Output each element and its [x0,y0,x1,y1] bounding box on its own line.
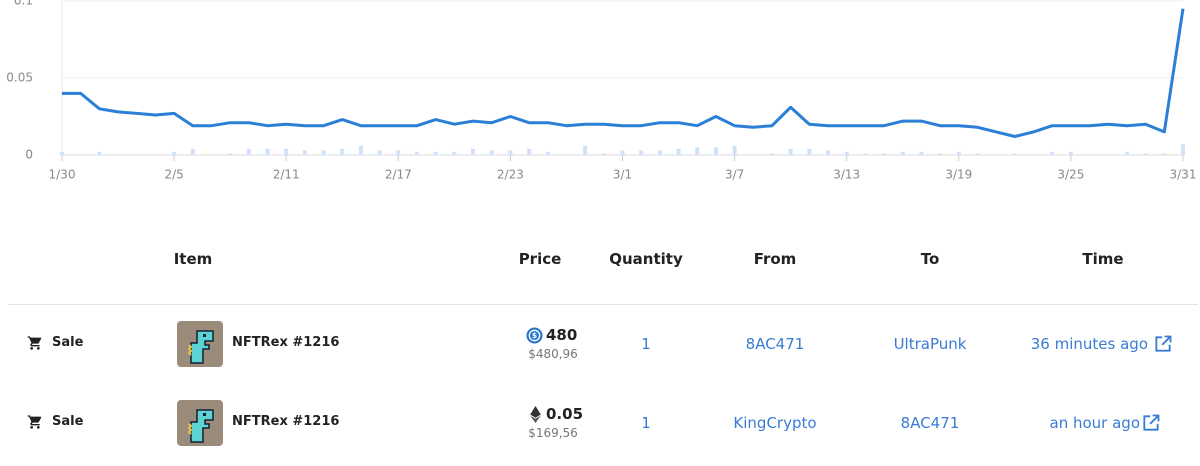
volume-bar [788,148,793,155]
item-name[interactable]: NFTRex #1216 [232,335,340,350]
y-tick-label: 0 [25,148,33,162]
x-tick-label: 2/17 [385,168,412,182]
external-link[interactable] [1153,334,1173,358]
x-tick-label: 2/23 [497,168,524,182]
volume-bar [508,150,513,155]
y-tick-label: 0.05 [6,71,33,85]
to-user[interactable]: 8AC471 [900,414,960,432]
volume-bar [358,145,363,155]
from-user[interactable]: KingCrypto [733,414,817,432]
volume-bar [452,151,457,155]
currency-icon: $ [526,327,543,348]
volume-bar [377,150,382,155]
volume-bar [489,150,494,155]
volume-bar [1124,151,1129,155]
volume-bar [1050,151,1055,155]
volume-bar [246,148,251,155]
external-link[interactable] [1141,413,1161,437]
header-price: Price [518,250,562,268]
header-to: To [920,250,940,268]
volume-bar [97,151,102,155]
x-tick-label: 2/5 [164,168,183,182]
volume-bar [190,148,195,155]
volume-bar [527,148,532,155]
volume-bar [1012,153,1017,155]
price: 0.05 [546,405,584,423]
volume-bar [639,150,644,155]
from-user[interactable]: 8AC471 [745,335,805,353]
header-time: Time [1082,250,1124,268]
item-thumbnail[interactable] [177,400,223,446]
volume-bar [826,150,831,155]
header-item: Item [173,250,213,268]
chart: 0 0.05 0.1 1/30 2/5 2/11 2/17 2/23 3/1 3/7 3/13 3/1… [6,0,1197,182]
x-tick-label: 3/1 [613,168,632,182]
volume-bar [695,147,700,155]
event-type: Sale [52,414,84,429]
volume-bar [713,147,718,155]
x-tick-label: 2/11 [273,168,300,182]
price: 480 [546,326,578,344]
time[interactable]: an hour ago [1049,414,1140,432]
cart-icon [27,335,43,355]
x-tick-label: 1/30 [49,168,76,182]
quantity: 1 [641,335,651,353]
volume-bar [545,151,550,155]
volume-bar [900,151,905,155]
volume-bar [302,150,307,155]
volume-bar [657,150,662,155]
item-name[interactable]: NFTRex #1216 [232,414,340,429]
header-from: From [753,250,797,268]
y-tick-label: 0.1 [14,0,33,8]
volume-bar [807,148,812,155]
currency-icon [530,406,541,427]
svg-text:$: $ [532,331,537,340]
volume-bar [1181,144,1185,155]
volume-bar [265,148,270,155]
x-tick-label: 3/19 [945,168,972,182]
volume-bar [583,145,588,155]
volume-bar [433,151,438,155]
volume-bar [769,153,774,155]
event-type: Sale [52,335,84,350]
volume-bar [956,151,961,155]
price-usd: $169,56 [528,426,578,440]
volume-bar [938,153,943,155]
volume-bar [919,151,924,155]
volume-bar [172,151,177,155]
volume-bar [863,153,868,155]
volume-bar [844,151,849,155]
volume-bar [601,153,606,155]
volume-bar [284,148,289,155]
price-line [62,8,1185,138]
volume-bar [620,150,625,155]
volume-bar [60,151,64,155]
volume-bar [414,151,419,155]
header-quantity: Quantity [609,250,683,268]
volume-bar [676,148,681,155]
volume-bar [732,145,737,155]
quantity: 1 [641,414,651,432]
divider [8,304,1198,305]
volume-bar [1143,153,1148,155]
price-usd: $480,96 [528,347,578,361]
x-tick-label: 3/7 [725,168,744,182]
x-tick-label: 3/31 [1170,168,1197,182]
volume-bar [321,150,326,155]
to-user[interactable]: UltraPunk [893,335,967,353]
volume-bar [340,148,345,155]
x-tick-label: 3/25 [1057,168,1084,182]
item-thumbnail[interactable] [177,321,223,367]
volume-bar [1068,151,1073,155]
volume-bar [882,153,887,155]
volume-bar [975,153,980,155]
x-tick-label: 3/13 [833,168,860,182]
volume-bar [1162,153,1167,155]
time[interactable]: 36 minutes ago [1030,335,1148,353]
volume-bar [396,150,401,155]
volume-bar [228,153,233,155]
cart-icon [27,414,43,434]
volume-bar [471,148,476,155]
